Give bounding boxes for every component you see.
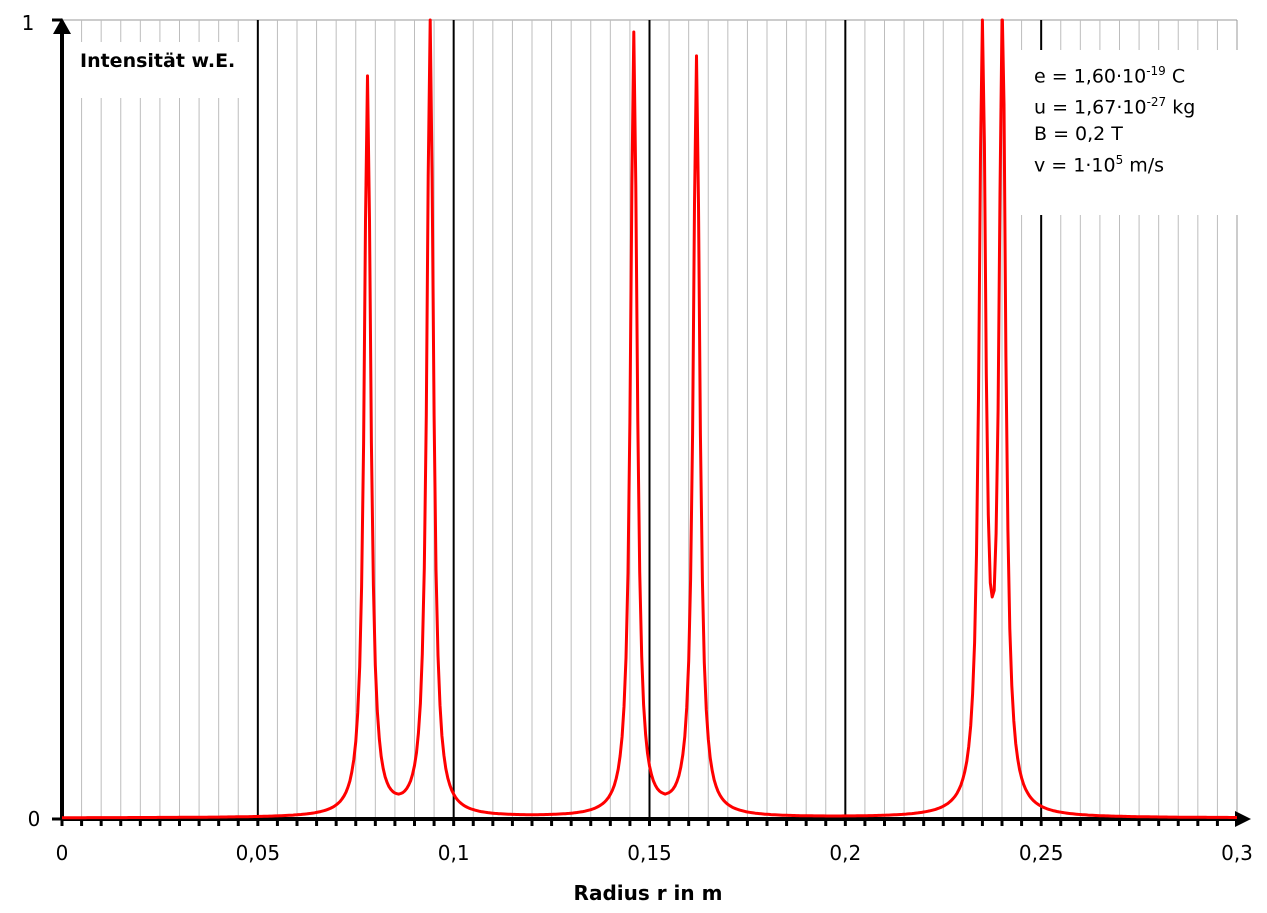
x-tick-label: 0,1 (438, 841, 470, 865)
x-axis-label: Radius r in m (574, 881, 723, 905)
tick-labels: 0 0,05 0,1 0,15 0,2 0,25 0,3 0 1 (22, 11, 1253, 865)
axes (52, 18, 1251, 827)
series-line (62, 18, 1237, 820)
y-axis-arrow (53, 18, 71, 34)
legend-line-u: u = 1,67·10-27 kg (1034, 95, 1196, 119)
legend-line-v: v = 1·105 m/s (1034, 152, 1165, 176)
x-tick-label: 0 (56, 841, 69, 865)
series (62, 18, 1237, 820)
x-tick-label: 0,3 (1221, 841, 1253, 865)
legend: e = 1,60·10-19 C u = 1,67·10-27 kg B = 0… (1020, 50, 1238, 215)
legend-line-b: B = 0,2 T (1034, 122, 1123, 145)
y-tick-label: 0 (28, 807, 41, 831)
x-axis-arrow (1235, 811, 1251, 827)
x-tick-label: 0,2 (829, 841, 861, 865)
x-tick-label: 0,25 (1019, 841, 1064, 865)
y-tick-label: 1 (22, 11, 35, 35)
x-tick-label: 0,05 (236, 841, 281, 865)
x-tick-label: 0,15 (627, 841, 672, 865)
y-axis-label: Intensität w.E. (72, 42, 252, 98)
legend-line-e: e = 1,60·10-19 C (1034, 64, 1186, 88)
